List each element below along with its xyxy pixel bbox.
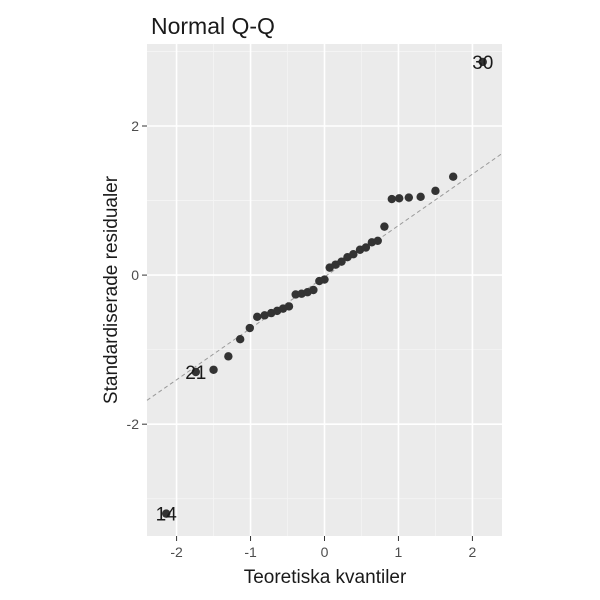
chart-title: Normal Q-Q — [151, 13, 275, 39]
x-tick-label: 1 — [395, 544, 403, 560]
data-point — [448, 172, 458, 181]
point-labels-layer: 30 21 14 — [156, 53, 494, 526]
y-axis-title: Standardiserade residualer — [101, 175, 122, 404]
data-point — [224, 352, 233, 361]
data-point — [416, 192, 425, 202]
data-point — [309, 285, 318, 295]
x-axis: -2 -1 0 1 2 — [170, 536, 477, 560]
data-point — [387, 194, 397, 204]
x-tick-label: -2 — [170, 544, 183, 560]
data-point — [162, 509, 171, 518]
y-tick-label: 2 — [131, 118, 139, 134]
point-label: 21 — [185, 363, 206, 384]
reference-line — [146, 153, 503, 401]
data-point — [404, 193, 414, 202]
points-layer — [162, 57, 487, 518]
data-point — [252, 312, 262, 322]
y-tick-label: 0 — [131, 267, 139, 283]
data-point — [235, 335, 245, 344]
x-axis-title: Teoretiska kvantiler — [244, 567, 407, 588]
data-point — [431, 186, 440, 196]
point-label: 14 — [156, 505, 178, 526]
data-point — [191, 367, 201, 377]
x-tick-label: -1 — [244, 544, 257, 560]
data-point — [320, 275, 329, 284]
data-point — [245, 323, 255, 333]
y-axis: -2 0 2 — [127, 118, 147, 432]
data-point — [349, 250, 358, 259]
x-tick-label: 0 — [321, 544, 329, 560]
data-point — [380, 222, 389, 231]
x-tick-label: 2 — [469, 544, 477, 560]
data-point — [284, 302, 294, 311]
data-point — [337, 257, 346, 266]
major-grid — [147, 44, 502, 536]
y-tick-label: -2 — [127, 416, 140, 432]
data-point — [478, 57, 487, 67]
data-point — [260, 311, 269, 320]
data-point — [361, 243, 371, 252]
data-point — [373, 236, 382, 245]
data-point — [209, 365, 218, 374]
point-label: 30 — [472, 53, 493, 74]
data-point — [394, 194, 404, 203]
